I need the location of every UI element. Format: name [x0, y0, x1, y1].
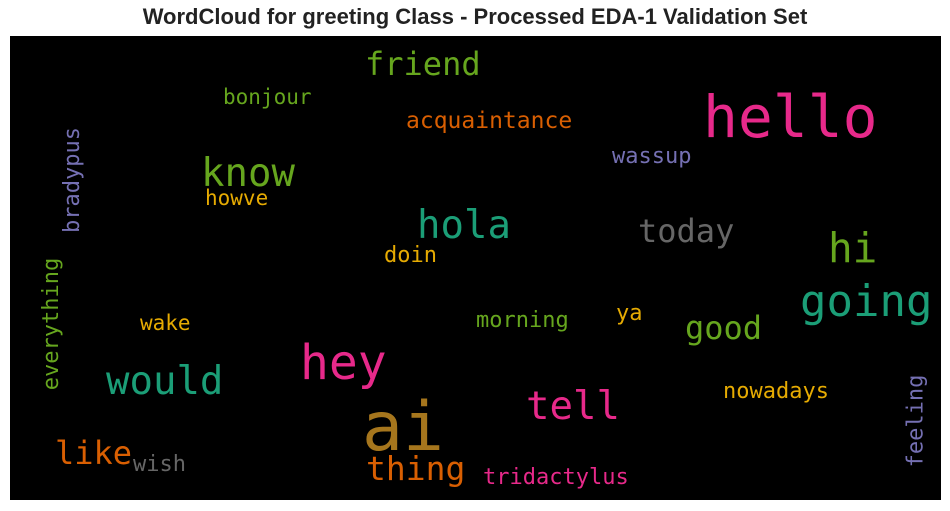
- word-ya: ya: [616, 301, 643, 326]
- word-wish: wish: [133, 452, 186, 477]
- word-today: today: [638, 212, 735, 250]
- word-going: going: [800, 276, 933, 327]
- word-wassup: wassup: [612, 144, 692, 169]
- word-doin: doin: [384, 243, 437, 268]
- word-feeling: feeling: [902, 374, 928, 468]
- word-hola: hola: [417, 203, 511, 248]
- word-would: would: [106, 359, 224, 404]
- word-bradypus: bradypus: [59, 127, 85, 233]
- word-hey: hey: [300, 335, 387, 391]
- word-morning: morning: [476, 308, 569, 333]
- word-hi: hi: [828, 224, 878, 272]
- wordcloud-canvas: ai hello hey going would hola know hi tell thing f…: [10, 36, 941, 500]
- word-know: know: [201, 151, 295, 196]
- word-hello: hello: [703, 83, 878, 151]
- word-wake: wake: [140, 311, 191, 335]
- word-good: good: [685, 309, 763, 347]
- word-nowadays: nowadays: [723, 379, 829, 404]
- word-friend: friend: [365, 45, 481, 83]
- word-bonjour: bonjour: [223, 85, 312, 109]
- word-tell: tell: [526, 384, 620, 429]
- word-howve: howve: [205, 186, 269, 210]
- word-thing: thing: [366, 449, 466, 488]
- word-acquaintance: acquaintance: [406, 108, 573, 134]
- word-tridactylus: tridactylus: [483, 465, 629, 490]
- chart-title: WordCloud for greeting Class - Processed…: [142, 4, 808, 29]
- word-ai: ai: [362, 388, 444, 467]
- word-like: like: [55, 434, 133, 472]
- word-everything: everything: [39, 257, 65, 391]
